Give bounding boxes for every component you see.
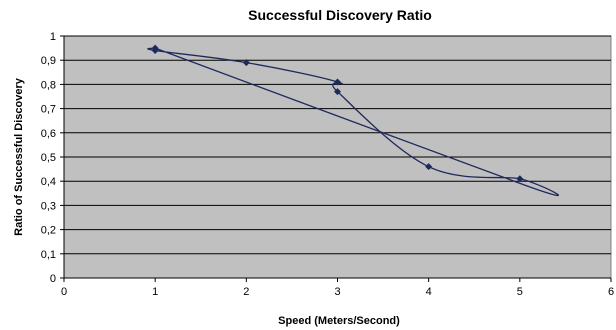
y-tick-label: 0,3 bbox=[41, 200, 56, 212]
x-tick-label: 6 bbox=[608, 286, 614, 298]
markers bbox=[151, 44, 524, 183]
x-tick-label: 0 bbox=[61, 286, 67, 298]
data-point bbox=[516, 175, 524, 183]
x-axis-label: Speed (Meters/Second) bbox=[278, 315, 400, 327]
y-tick-label: 0 bbox=[50, 273, 56, 285]
y-tick-label: 0,5 bbox=[41, 152, 56, 164]
y-axis-label: Ratio of Successful Discovery bbox=[13, 77, 25, 236]
data-point bbox=[151, 47, 159, 55]
y-tick-label: 0,2 bbox=[41, 225, 56, 237]
x-tick-label: 4 bbox=[426, 286, 432, 298]
y-tick-label: 0,1 bbox=[41, 249, 56, 261]
x-tick-label: 1 bbox=[152, 286, 158, 298]
y-tick-label: 0,7 bbox=[41, 104, 56, 116]
y-axis: 0 0,1 0,2 0,3 0,4 0,5 0,6 0,7 0,8 0,9 1 bbox=[41, 31, 65, 285]
y-tick-label: 0,8 bbox=[41, 79, 56, 91]
x-axis: 0 1 2 3 4 5 6 bbox=[61, 277, 614, 298]
series-line bbox=[147, 47, 559, 197]
x-tick-label: 2 bbox=[243, 286, 249, 298]
data-point bbox=[334, 88, 341, 96]
x-tick-label: 3 bbox=[334, 286, 340, 298]
y-tick-label: 0,4 bbox=[41, 176, 56, 188]
chart-title: Successful Discovery Ratio bbox=[248, 7, 432, 23]
data-point bbox=[425, 163, 433, 171]
data-point bbox=[242, 59, 250, 67]
data-point bbox=[334, 78, 341, 86]
y-tick-label: 0,9 bbox=[41, 55, 56, 67]
y-tick-label: 0,6 bbox=[41, 128, 56, 140]
x-tick-label: 5 bbox=[517, 286, 523, 298]
y-tick-label: 1 bbox=[50, 31, 56, 43]
